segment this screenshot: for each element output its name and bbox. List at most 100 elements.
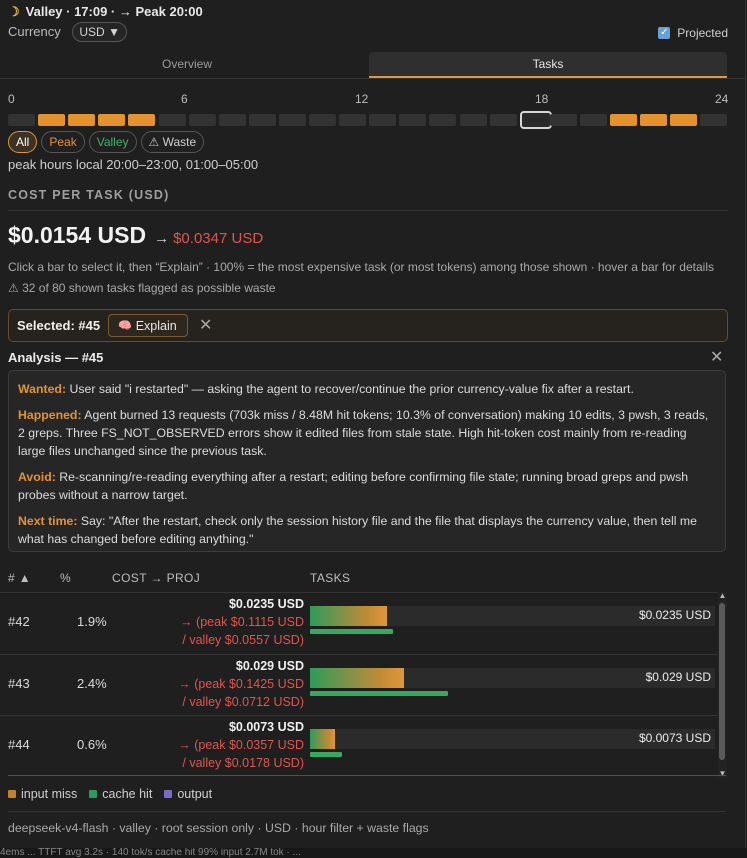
currency-row: Currency USD ▼ ✓ Projected	[8, 22, 728, 46]
scroll-up-icon[interactable]: ▲	[718, 591, 727, 600]
analysis-close-icon[interactable]: ✕	[710, 349, 724, 366]
task-bar-label: $0.0073 USD	[638, 731, 711, 745]
hour-cell-7[interactable]	[218, 114, 246, 126]
hour-cell-9[interactable]	[278, 114, 306, 126]
selection-bar: Selected: #45 🧠 Explain ✕	[8, 309, 728, 342]
col-cost-header[interactable]: COST → PROJ	[112, 571, 201, 585]
filter-all[interactable]: All	[8, 131, 38, 153]
table-scrollbar[interactable]: ▲ ▼	[718, 592, 727, 778]
task-bar[interactable]	[310, 667, 404, 688]
hour-cell-10[interactable]	[309, 114, 336, 126]
legend-input-miss: input miss	[8, 787, 77, 801]
hour-cell-12[interactable]	[369, 114, 397, 126]
hour-tick: 12	[355, 92, 369, 106]
hour-cell-15[interactable]	[459, 114, 487, 126]
task-bar-label: $0.029 USD	[645, 669, 711, 684]
scroll-down-icon[interactable]: ▼	[718, 769, 727, 778]
table-row[interactable]: #42 1.9% $0.0235 USD → (peak $0.1115 USD / v…	[0, 592, 718, 654]
projected-toggle[interactable]: ✓ Projected	[658, 26, 728, 40]
hour-cell-17[interactable]	[519, 111, 552, 129]
hour-tick: 24	[715, 92, 729, 106]
filter-valley[interactable]: Valley	[88, 131, 137, 153]
hour-cell-2[interactable]	[68, 114, 96, 126]
currency-label: Currency	[8, 24, 61, 39]
hour-cell-21[interactable]	[640, 114, 668, 126]
cost-peak: → (peak $0.0357 USD	[178, 738, 304, 752]
divider	[8, 775, 726, 776]
hour-cell-4[interactable]	[128, 114, 156, 126]
clear-selection-close-icon[interactable]: ✕	[199, 317, 213, 334]
hour-cell-5[interactable]	[158, 114, 186, 126]
hour-tick: 18	[535, 92, 549, 106]
hour-cell-14[interactable]	[429, 114, 457, 126]
scrollbar-thumb[interactable]	[719, 603, 725, 760]
hour-cell-1[interactable]	[38, 114, 66, 126]
explain-button[interactable]: 🧠 Explain	[108, 314, 188, 337]
wanted-key: Wanted:	[18, 382, 67, 396]
avoid-key: Avoid:	[18, 470, 56, 484]
hour-cell-23[interactable]	[700, 114, 728, 126]
tab-bar: Overview Tasks	[6, 52, 728, 78]
cost-peak: → (peak $0.1115 USD	[180, 615, 304, 629]
analysis-box: Wanted: User said "i restarted" — asking…	[8, 370, 726, 552]
cost-peak: → (peak $0.1425 USD	[178, 676, 304, 691]
hour-cell-0[interactable]	[8, 114, 35, 126]
currency-value: USD	[79, 25, 105, 39]
chevron-down-icon: ▼	[108, 25, 120, 39]
hour-cell-11[interactable]	[339, 114, 367, 126]
analysis-wanted: Wanted: User said "i restarted" — asking…	[18, 380, 716, 398]
swatch	[89, 790, 98, 798]
explain-label: Explain	[135, 318, 177, 333]
task-bar-track[interactable]: $0.029 USD	[310, 667, 715, 688]
task-bar[interactable]	[310, 729, 336, 749]
filter-chips: All Peak Valley ⚠ Waste	[8, 131, 205, 153]
table-row[interactable]: #43 2.4% $0.029 USD → (peak $0.1425 USD / va…	[0, 653, 718, 716]
hour-tick: 0	[8, 92, 15, 106]
hour-cell-19[interactable]	[579, 114, 607, 126]
currency-select[interactable]: USD ▼	[72, 22, 127, 42]
selected-label: Selected: #45	[17, 318, 101, 333]
wanted-text: User said "i restarted" — asking the age…	[66, 382, 634, 396]
task-id: #42	[8, 614, 30, 629]
header-status: Valley · 17:09 · → Peak 20:00	[25, 4, 203, 19]
legend-label: input miss	[21, 787, 78, 801]
hour-cell-16[interactable]	[489, 114, 517, 126]
divider	[8, 811, 726, 812]
cost-valley: / valley $0.0712 USD)	[182, 694, 304, 709]
tab-overview[interactable]: Overview	[161, 57, 212, 71]
hour-tick: 6	[181, 92, 188, 106]
hour-cell-22[interactable]	[670, 114, 698, 126]
col-pct-header[interactable]: %	[60, 571, 72, 585]
cost-valley: / valley $0.0557 USD)	[182, 633, 304, 647]
brain-icon: 🧠	[118, 320, 132, 332]
hour-cell-3[interactable]	[98, 114, 126, 126]
task-bar-track[interactable]: $0.0235 USD	[310, 606, 715, 626]
cache-bar	[310, 690, 448, 696]
cache-bar	[310, 752, 343, 757]
task-cost: $0.0235 USD → (peak $0.1115 USD / valley $…	[180, 595, 304, 649]
header: ☽ Valley · 17:09 · → Peak 20:00	[8, 4, 203, 20]
status-bar: 4ems ... TTFT avg 3.2s · 140 tok/s cache…	[0, 848, 747, 858]
task-id: #43	[8, 675, 30, 691]
hour-cell-6[interactable]	[188, 114, 216, 126]
cost-actual: $0.0073 USD	[228, 720, 304, 734]
tab-tasks[interactable]: Tasks	[369, 52, 727, 78]
task-bar[interactable]	[310, 606, 387, 626]
table-row[interactable]: #44 0.6% $0.0073 USD → (peak $0.0357 USD / v…	[0, 715, 718, 777]
filter-waste[interactable]: ⚠ Waste	[140, 131, 205, 153]
moon-icon: ☽	[8, 4, 20, 19]
hour-cell-20[interactable]	[610, 114, 637, 126]
legend-label: cache hit	[102, 787, 153, 801]
task-bar-track[interactable]: $0.0073 USD	[310, 729, 715, 749]
hour-cell-18[interactable]	[549, 114, 577, 126]
col-id-header[interactable]: # ▲	[8, 571, 32, 585]
cost-summary: $0.0154 USD → $0.0347 USD	[8, 222, 263, 249]
hour-cell-8[interactable]	[248, 114, 276, 126]
checkbox-checked-icon[interactable]: ✓	[658, 27, 671, 39]
section-title: COST PER TASK (USD)	[8, 188, 170, 202]
filter-peak[interactable]: Peak	[41, 131, 85, 153]
legend-output: output	[164, 787, 212, 801]
hour-cell-13[interactable]	[399, 114, 427, 126]
arrow-icon: →	[154, 230, 170, 247]
